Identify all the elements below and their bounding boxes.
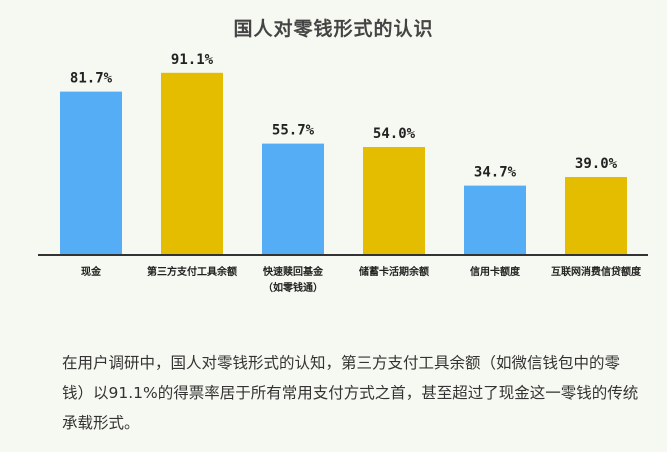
category-label: 信用卡额度: [470, 265, 521, 278]
bar-chart: 81.7% 现金 91.1% 第三方支付工具余额 55.7% 快速赎回基金 （如零钱通） 54…: [38, 52, 648, 294]
bar-value-label: 54.0%: [373, 126, 416, 142]
bar: [565, 177, 627, 255]
bar: [363, 147, 425, 255]
description-text: 在用户调研中，国人对零钱形式的认知，第三方支付工具余额（如微信钱包中的零钱）以9…: [62, 354, 639, 432]
bar-value-label: 39.0%: [575, 156, 618, 172]
bar: [464, 185, 526, 255]
category-label: 现金: [81, 265, 102, 278]
bar: [262, 143, 324, 255]
bar: [60, 91, 122, 255]
bar-value-label: 81.7%: [70, 71, 113, 87]
category-label: 储蓄卡活期余额: [358, 265, 429, 278]
bar-value-label: 34.7%: [474, 165, 517, 181]
category-label: 互联网消费信贷额度: [551, 265, 642, 278]
bar-value-label: 91.1%: [171, 52, 214, 68]
bar: [161, 72, 223, 255]
category-label: （如零钱通）: [263, 281, 323, 294]
chart-title: 国人对零钱形式的认识: [233, 18, 434, 40]
category-label: 快速赎回基金: [262, 265, 324, 278]
bar-value-label: 55.7%: [272, 123, 315, 139]
category-label: 第三方支付工具余额: [147, 265, 237, 278]
